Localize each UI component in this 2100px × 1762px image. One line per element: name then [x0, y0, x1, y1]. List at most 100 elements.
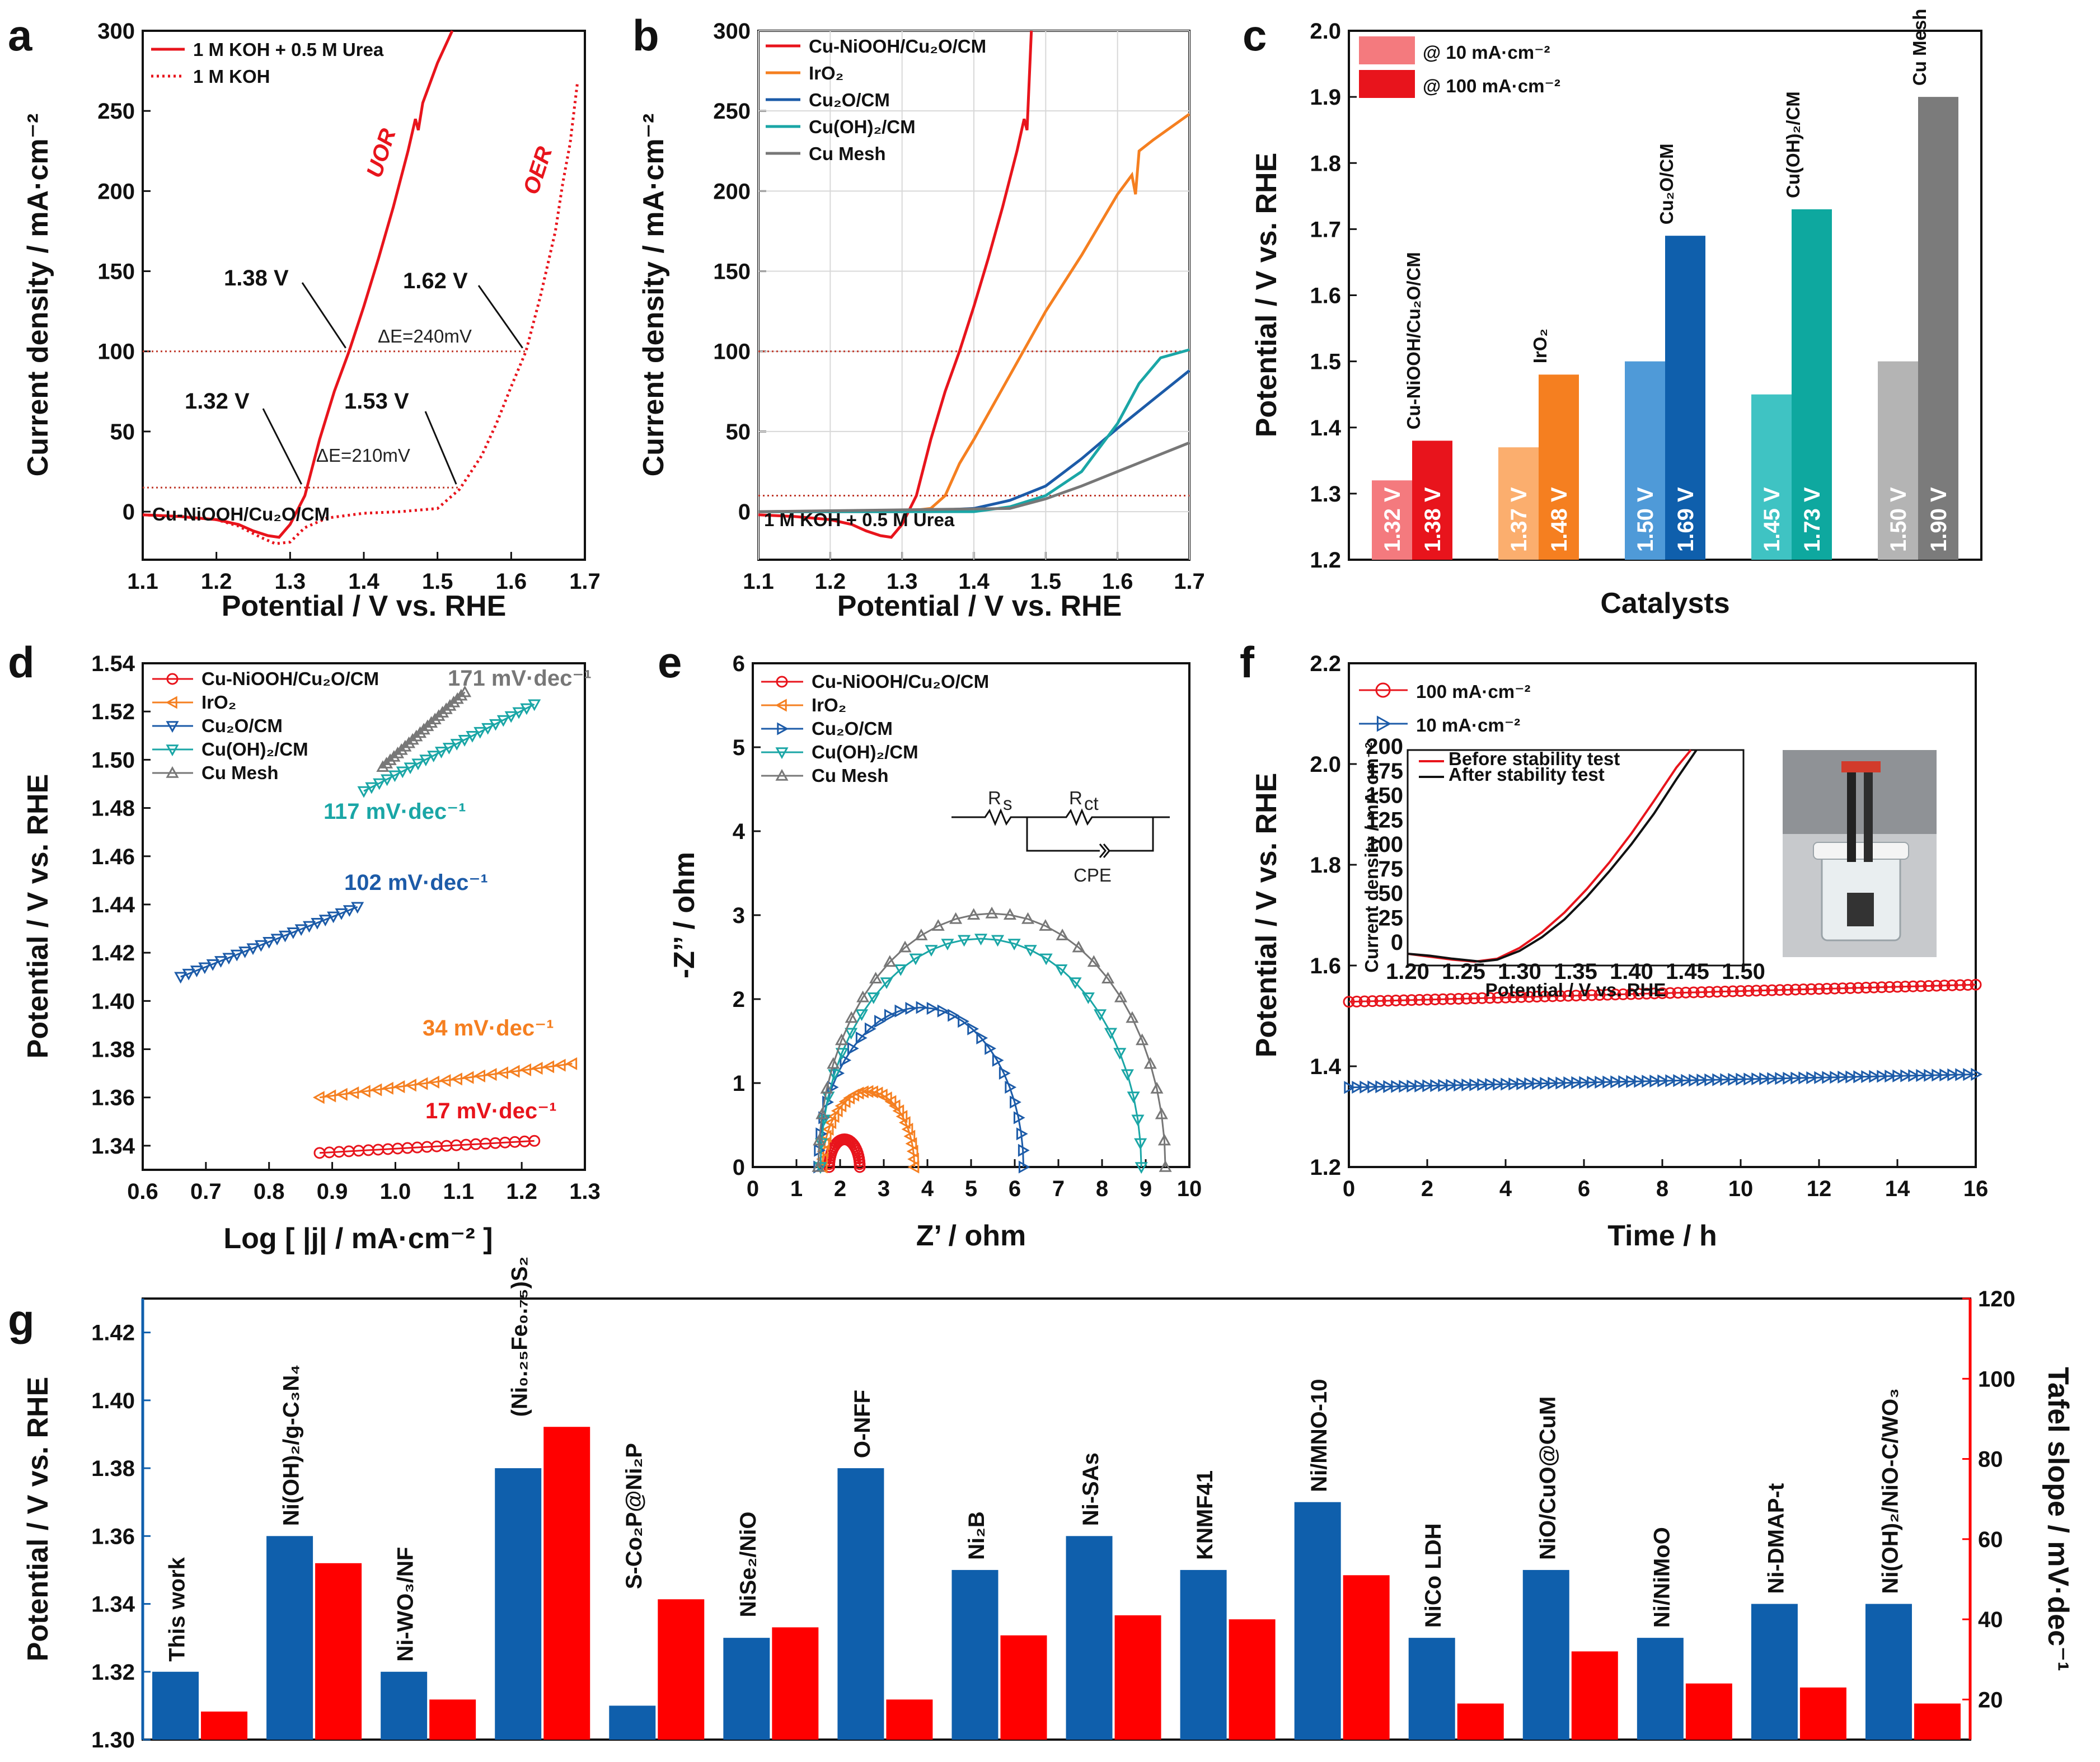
- stability-marker: [1602, 1075, 1615, 1089]
- annotation-1-53-v: 1.53 V: [344, 389, 409, 414]
- stability-marker: [1955, 1068, 1967, 1081]
- stability-marker: [1891, 981, 1904, 993]
- right-tick-label: 80: [1978, 1447, 2003, 1472]
- circuit-cpe-symbol-2: [1103, 843, 1110, 858]
- bar-100-4: [1918, 97, 1958, 560]
- nyquist-marker: [1114, 990, 1128, 1002]
- x-tick-label: 0.7: [190, 1179, 222, 1204]
- tafel-marker: [262, 937, 276, 949]
- category-label-12: NiO/CuO@CuM: [1535, 1397, 1560, 1560]
- potential-bar-8: [1066, 1536, 1113, 1740]
- tafel-marker: [496, 1066, 509, 1080]
- stability-marker: [1908, 1069, 1920, 1082]
- tafel-bar-7: [1000, 1635, 1047, 1740]
- nyquist-marker: [916, 1001, 928, 1014]
- inset-frame: [1407, 749, 1745, 967]
- tafel-marker: [436, 706, 449, 718]
- legend-marker-0: [166, 673, 179, 685]
- tafel-marker: [238, 946, 252, 958]
- right-tick-label: 40: [1978, 1608, 2003, 1632]
- nyquist-marker: [817, 1145, 829, 1158]
- tafel-marker: [324, 1089, 336, 1103]
- stability-marker: [1837, 1070, 1850, 1084]
- nyquist-marker: [1131, 1114, 1145, 1127]
- stability-marker: [1759, 1072, 1771, 1085]
- nyquist-line-2: [817, 1006, 1025, 1168]
- nyquist-marker: [855, 1031, 868, 1044]
- potential-bar-4: [609, 1705, 656, 1740]
- legend-label-3: Cu(OH)₂/CM: [812, 742, 918, 762]
- nyquist-marker: [835, 1048, 849, 1060]
- bar-value-label: 1.90 V: [1926, 487, 1951, 552]
- inset-x-tick-label: 1.50: [1722, 959, 1765, 984]
- panel-letter-e: e: [658, 638, 682, 687]
- stability-marker: [1798, 1071, 1811, 1085]
- nyquist-marker: [827, 1110, 840, 1123]
- nyquist-marker: [1005, 1080, 1017, 1094]
- nyquist-marker: [824, 1116, 837, 1130]
- x-tick-label: 8: [1656, 1177, 1668, 1201]
- y-tick-label: 1.40: [91, 989, 135, 1014]
- category-label-3: (Ni₀.₂₅Fe₀.₇₅)S₂: [508, 1257, 532, 1417]
- x-tick-label: 6: [1578, 1177, 1590, 1201]
- tafel-marker: [489, 719, 503, 731]
- stability-marker: [1532, 1077, 1544, 1090]
- x-axis-title: Catalysts: [1600, 587, 1729, 620]
- nyquist-marker: [925, 945, 938, 957]
- nyquist-marker: [1024, 945, 1037, 957]
- tafel-marker: [357, 786, 371, 798]
- circuit-rct-subscript: ct: [1084, 793, 1099, 814]
- tafel-marker: [434, 747, 448, 758]
- stability-marker: [1469, 1078, 1482, 1091]
- y-tick-label: 2.0: [1310, 19, 1341, 44]
- legend-label-100: @ 100 mA·cm⁻²: [1423, 76, 1560, 96]
- panel-b-lsv-comparison-chart: 1.1 1.2 1.3 1.4 1.5 1.6 1.7 0 50 100 150 200 250 300 C…: [638, 19, 1205, 622]
- arrow-1-32-v: [262, 408, 303, 485]
- tafel-marker: [343, 905, 356, 917]
- x-tick-label: 1.4: [958, 569, 990, 594]
- nyquist-marker: [937, 1004, 949, 1018]
- x-tick-label: 6: [1009, 1177, 1021, 1201]
- nyquist-marker: [1101, 972, 1115, 984]
- inset-y-tick-label: 175: [1366, 759, 1403, 784]
- stability-marker: [1719, 985, 1731, 997]
- nyquist-marker: [867, 992, 880, 1004]
- photo-clamp: [1841, 761, 1881, 772]
- nyquist-line-4: [817, 912, 1166, 1168]
- y-tick-label: 150: [97, 260, 135, 284]
- x-tick-label: 1.6: [496, 569, 527, 594]
- nyquist-marker: [1016, 1127, 1028, 1141]
- nyquist-marker: [845, 1028, 858, 1040]
- right-tick-label: 120: [1978, 1287, 2015, 1311]
- tafel-bar-14: [1799, 1687, 1846, 1740]
- tafel-marker: [381, 774, 394, 786]
- panel-letter-a: a: [8, 11, 32, 60]
- nyquist-marker: [835, 1099, 847, 1113]
- legend-label-0: Cu-NiOOH/Cu₂O/CM: [812, 671, 989, 692]
- y-tick-label: 1.36: [91, 1086, 135, 1110]
- legend-label-4: Cu Mesh: [809, 143, 886, 164]
- stability-marker: [1821, 982, 1833, 995]
- tafel-bar-11: [1457, 1703, 1504, 1740]
- y-tick-label: 200: [713, 179, 751, 204]
- x-tick-label: 1: [790, 1177, 803, 1201]
- nyquist-marker: [907, 1152, 919, 1166]
- nyquist-marker: [1039, 919, 1052, 931]
- stability-marker: [1947, 1068, 1960, 1081]
- stability-marker: [1657, 1074, 1670, 1088]
- x-tick-label: 5: [965, 1177, 977, 1201]
- stability-marker: [1477, 1078, 1489, 1091]
- y-tick-label: 1.8: [1310, 151, 1341, 176]
- category-label-7: Ni₂B: [964, 1511, 989, 1560]
- inset-y-tick-label: 150: [1366, 784, 1403, 808]
- stability-marker: [1750, 985, 1762, 997]
- nyquist-marker: [888, 1099, 901, 1113]
- tafel-marker: [358, 1085, 371, 1098]
- slope-label-2: 102 mV·dec⁻¹: [344, 870, 488, 895]
- tafel-marker: [182, 968, 195, 981]
- left-tick-label: 1.34: [91, 1592, 135, 1617]
- y-tick-label: 1.7: [1310, 217, 1341, 242]
- stability-marker: [1548, 1076, 1560, 1090]
- photo-electrode-2: [1864, 767, 1873, 862]
- y-tick-label: 0: [733, 1155, 745, 1180]
